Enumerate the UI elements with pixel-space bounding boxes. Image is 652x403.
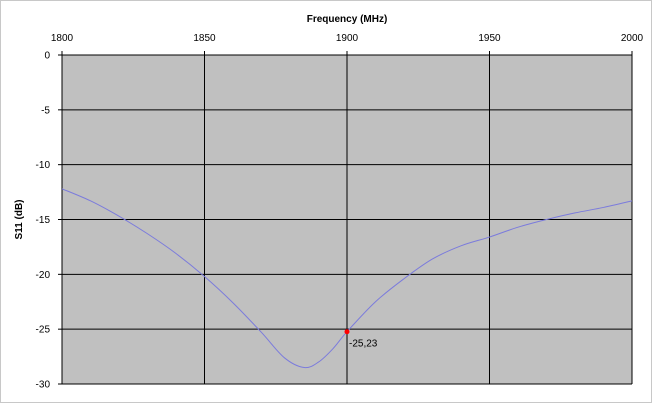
x-tick-label: 1850	[193, 33, 216, 44]
y-tick-label: 0	[44, 51, 50, 62]
axes	[58, 51, 633, 385]
y-tick-label: -25	[36, 325, 51, 336]
y-tick-label: -5	[41, 105, 50, 116]
marker-point	[344, 329, 350, 335]
y-tick-label: -20	[36, 270, 51, 281]
x-axis-title: Frequency (MHz)	[307, 14, 388, 25]
gridlines	[61, 54, 633, 385]
x-tick-label: 1900	[336, 33, 359, 44]
y-tick-label: -30	[36, 380, 51, 391]
series-line-s11	[61, 188, 633, 369]
y-axis-title: S11 (dB)	[14, 199, 25, 239]
y-tick-label: -10	[36, 160, 51, 171]
tick-labels: 0 -5 -10 -15 -20 -25 -30 1800 1850 1900 1950 2000	[36, 33, 644, 391]
x-tick-label: 2000	[621, 33, 644, 44]
x-tick-label: 1800	[51, 33, 74, 44]
marker-label: -25,23	[349, 339, 378, 350]
x-tick-label: 1950	[478, 33, 501, 44]
y-tick-label: -15	[36, 215, 51, 226]
